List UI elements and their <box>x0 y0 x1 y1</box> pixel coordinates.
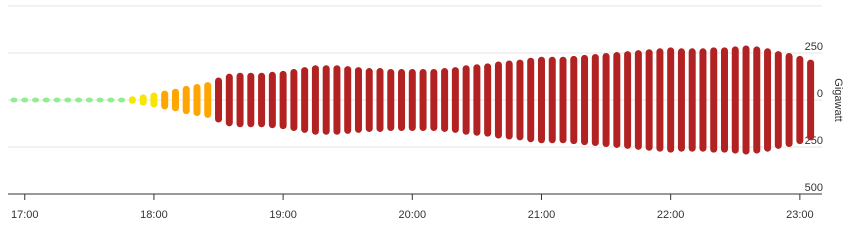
bar <box>451 67 459 133</box>
y-tick-label: 0 <box>817 88 823 100</box>
bar <box>354 67 362 133</box>
bar <box>268 71 276 129</box>
bar <box>182 85 190 115</box>
bar <box>279 70 287 130</box>
bar <box>419 68 427 132</box>
bar <box>64 97 72 103</box>
bar <box>247 72 255 128</box>
bar <box>322 65 330 135</box>
bar <box>742 45 750 155</box>
x-tick-label: 23:00 <box>786 209 814 221</box>
bar <box>473 64 481 136</box>
bar <box>516 59 524 141</box>
y-tick-label: 500 <box>805 182 823 194</box>
x-tick-label: 19:00 <box>269 209 297 221</box>
x-tick-label: 17:00 <box>11 209 39 221</box>
x-tick-label: 20:00 <box>399 209 427 221</box>
bar <box>42 97 50 103</box>
x-tick-label: 18:00 <box>140 209 168 221</box>
bar <box>645 49 653 151</box>
bar <box>21 97 29 103</box>
bar <box>118 97 126 103</box>
bar <box>225 73 233 127</box>
bar <box>128 96 136 104</box>
bar <box>290 68 298 132</box>
x-tick-label: 21:00 <box>528 209 556 221</box>
bar <box>699 48 707 152</box>
y-tick-label: 250 <box>805 41 823 53</box>
bar <box>441 68 449 132</box>
bar <box>75 97 83 103</box>
bar <box>258 72 266 128</box>
bar <box>10 97 18 103</box>
y-axis-title: Gigawatt <box>832 78 844 121</box>
bar <box>656 48 664 152</box>
bar <box>387 68 395 132</box>
bar <box>764 48 772 152</box>
bar <box>570 55 578 145</box>
bar <box>365 68 373 132</box>
bar <box>193 84 201 116</box>
bar <box>505 60 513 140</box>
bar <box>710 47 718 153</box>
bar <box>667 47 675 153</box>
bar <box>494 61 502 139</box>
bar <box>785 53 793 147</box>
bar <box>107 97 115 103</box>
bar <box>720 47 728 153</box>
bar <box>96 97 104 103</box>
bar <box>398 68 406 132</box>
bar <box>731 46 739 154</box>
bar <box>236 72 244 128</box>
bar <box>774 51 782 149</box>
bar <box>376 68 384 132</box>
bar <box>333 65 341 135</box>
x-tick-label: 22:00 <box>657 209 685 221</box>
bar <box>85 97 93 103</box>
bar <box>537 56 545 144</box>
bar <box>688 48 696 152</box>
bar <box>32 97 40 103</box>
bar <box>624 51 632 149</box>
bar <box>150 92 158 108</box>
bar <box>807 59 815 141</box>
bar <box>344 66 352 134</box>
bar <box>215 77 223 123</box>
bar <box>301 67 309 133</box>
bar <box>613 52 621 148</box>
bar <box>139 94 147 106</box>
bar <box>311 65 319 135</box>
bar <box>527 57 535 143</box>
bar <box>602 53 610 147</box>
bar <box>581 54 589 146</box>
bar <box>548 56 556 144</box>
bar <box>171 88 179 112</box>
bar <box>462 65 470 135</box>
bar <box>53 97 61 103</box>
bar <box>753 46 761 154</box>
bar <box>591 53 599 147</box>
bar <box>484 63 492 137</box>
bar <box>677 48 685 152</box>
bar <box>161 90 169 110</box>
bar <box>796 55 804 145</box>
bar <box>559 56 567 144</box>
bar <box>204 82 212 118</box>
bar <box>408 68 416 132</box>
bar <box>634 50 642 150</box>
bar <box>430 68 438 132</box>
